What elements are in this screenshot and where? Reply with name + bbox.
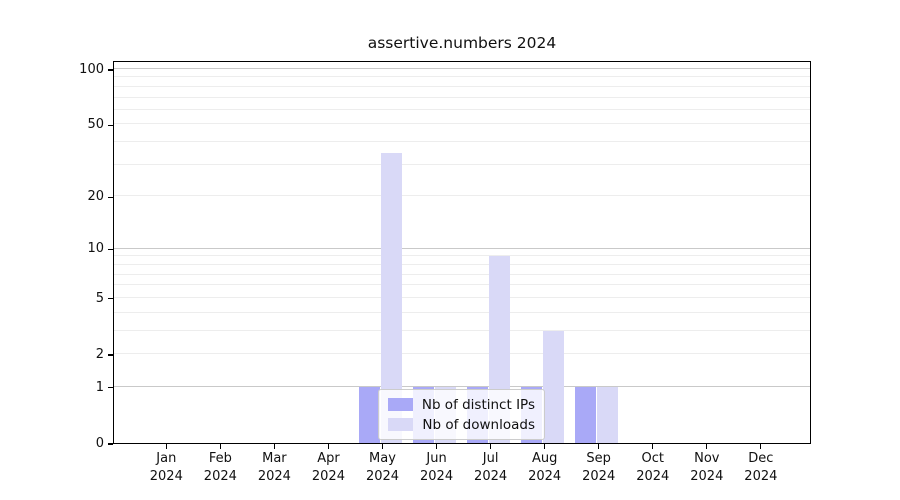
gridline-y-3: [114, 329, 810, 331]
x-tick-year: 2024: [636, 468, 670, 484]
x-tick-year: 2024: [420, 468, 454, 484]
gridline-y-30: [114, 163, 810, 165]
gridline-y-9: [114, 255, 810, 257]
bar-aug-downloads: [543, 330, 565, 443]
x-tick-mark: [435, 443, 438, 449]
x-tick-month: Sep: [586, 451, 611, 466]
gridline-y-20: [114, 195, 810, 197]
x-tick-label-mar: Mar 2024: [242, 450, 306, 485]
gridline-y-100: [114, 68, 810, 69]
y-tick-mark: [108, 248, 113, 251]
x-tick-mark: [652, 443, 654, 449]
x-tick-year: 2024: [528, 468, 562, 484]
x-tick-label-nov: Nov 2024: [675, 450, 739, 485]
y-tick-label-1: 1: [95, 379, 104, 395]
x-tick-year: 2024: [311, 468, 345, 484]
x-tick-label-oct: Oct 2024: [621, 450, 685, 485]
x-tick-mark: [598, 443, 600, 449]
y-tick-label-5: 5: [95, 290, 104, 306]
x-tick-label-feb: Feb 2024: [188, 450, 252, 485]
legend-swatch-downloads-icon: [388, 418, 414, 431]
y-tick-mark: [108, 298, 113, 300]
x-tick-month: Dec: [748, 451, 774, 466]
y-tick-label-50: 50: [87, 117, 104, 133]
chart-title: assertive.numbers 2024: [367, 34, 557, 52]
bar-may-distinct-ips: [359, 386, 381, 443]
gridline-y-70: [114, 96, 810, 98]
x-tick-label-may: May 2024: [351, 450, 415, 485]
legend: Nb of distinct IPs Nb of downloads: [378, 389, 545, 440]
gridline-y-2: [114, 352, 810, 354]
x-tick-label-jun: Jun 2024: [405, 450, 469, 485]
x-tick-mark: [760, 443, 762, 449]
x-tick-year: 2024: [582, 468, 616, 484]
x-tick-year: 2024: [474, 468, 508, 484]
y-tick-mark: [108, 124, 113, 126]
x-tick-month: Oct: [641, 451, 664, 466]
gridline-y-40: [114, 141, 810, 143]
legend-swatch-distinct-ips-icon: [388, 398, 413, 411]
x-tick-label-dec: Dec 2024: [729, 450, 793, 485]
legend-label-distinct-ips: Nb of distinct IPs: [421, 396, 535, 413]
x-tick-month: Feb: [208, 451, 232, 466]
y-tick-mark: [108, 387, 113, 389]
x-tick-year: 2024: [257, 468, 291, 484]
y-tick-mark: [108, 443, 113, 445]
x-tick-month: May: [369, 451, 396, 466]
x-tick-year: 2024: [203, 468, 237, 484]
legend-label-downloads: Nb of downloads: [422, 416, 535, 433]
y-tick-mark: [108, 354, 113, 356]
x-tick-mark: [327, 443, 330, 449]
gridline-y-5: [114, 296, 810, 298]
gridline-y-1: [114, 385, 810, 387]
gridline-y-7: [114, 273, 810, 275]
x-tick-label-aug: Aug 2024: [513, 450, 577, 485]
gridline-y-60: [114, 108, 810, 110]
gridline-y-50: [114, 123, 810, 125]
x-tick-label-sep: Sep 2024: [567, 450, 631, 485]
y-tick-label-100: 100: [79, 61, 104, 77]
bar-sep-distinct-ips: [575, 386, 597, 443]
x-tick-year: 2024: [365, 468, 400, 484]
x-tick-month: Jul: [482, 451, 499, 466]
y-tick-mark: [108, 69, 113, 71]
x-tick-label-jul: Jul 2024: [459, 450, 523, 485]
x-tick-year: 2024: [690, 468, 724, 484]
y-tick-mark: [108, 196, 113, 198]
x-tick-year: 2024: [149, 468, 183, 484]
x-tick-mark: [165, 443, 167, 449]
plot-area: [113, 61, 811, 444]
bar-may-downloads: [381, 152, 403, 443]
gridline-y-90: [114, 76, 810, 78]
legend-item-distinct-ips: Nb of distinct IPs: [388, 397, 535, 413]
bar-sep-downloads: [597, 386, 619, 443]
gridline-y-6: [114, 284, 810, 286]
gridline-y-4: [114, 311, 810, 313]
x-tick-mark: [706, 443, 708, 449]
y-tick-label-10: 10: [87, 241, 104, 257]
x-tick-year: 2024: [744, 468, 778, 484]
gridline-y-8: [114, 263, 810, 265]
y-tick-label-20: 20: [87, 189, 104, 205]
x-tick-month: Apr: [317, 451, 340, 466]
x-tick-month: Jan: [156, 451, 177, 466]
gridline-y-80: [114, 85, 810, 87]
x-tick-mark: [273, 443, 276, 449]
x-tick-month: Mar: [262, 451, 287, 466]
x-tick-label-jan: Jan 2024: [134, 450, 198, 485]
gridline-y-10: [114, 247, 810, 249]
x-tick-mark: [381, 443, 384, 449]
x-tick-label-apr: Apr 2024: [296, 450, 360, 485]
x-tick-month: Aug: [531, 451, 558, 466]
x-tick-mark: [544, 443, 546, 449]
x-tick-mark: [219, 443, 221, 449]
y-tick-label-2: 2: [95, 346, 104, 362]
x-tick-month: Nov: [694, 451, 720, 466]
y-tick-label-0: 0: [95, 435, 104, 451]
x-tick-mark: [489, 443, 492, 449]
legend-item-downloads: Nb of downloads: [388, 417, 535, 433]
x-tick-month: Jun: [426, 451, 447, 466]
